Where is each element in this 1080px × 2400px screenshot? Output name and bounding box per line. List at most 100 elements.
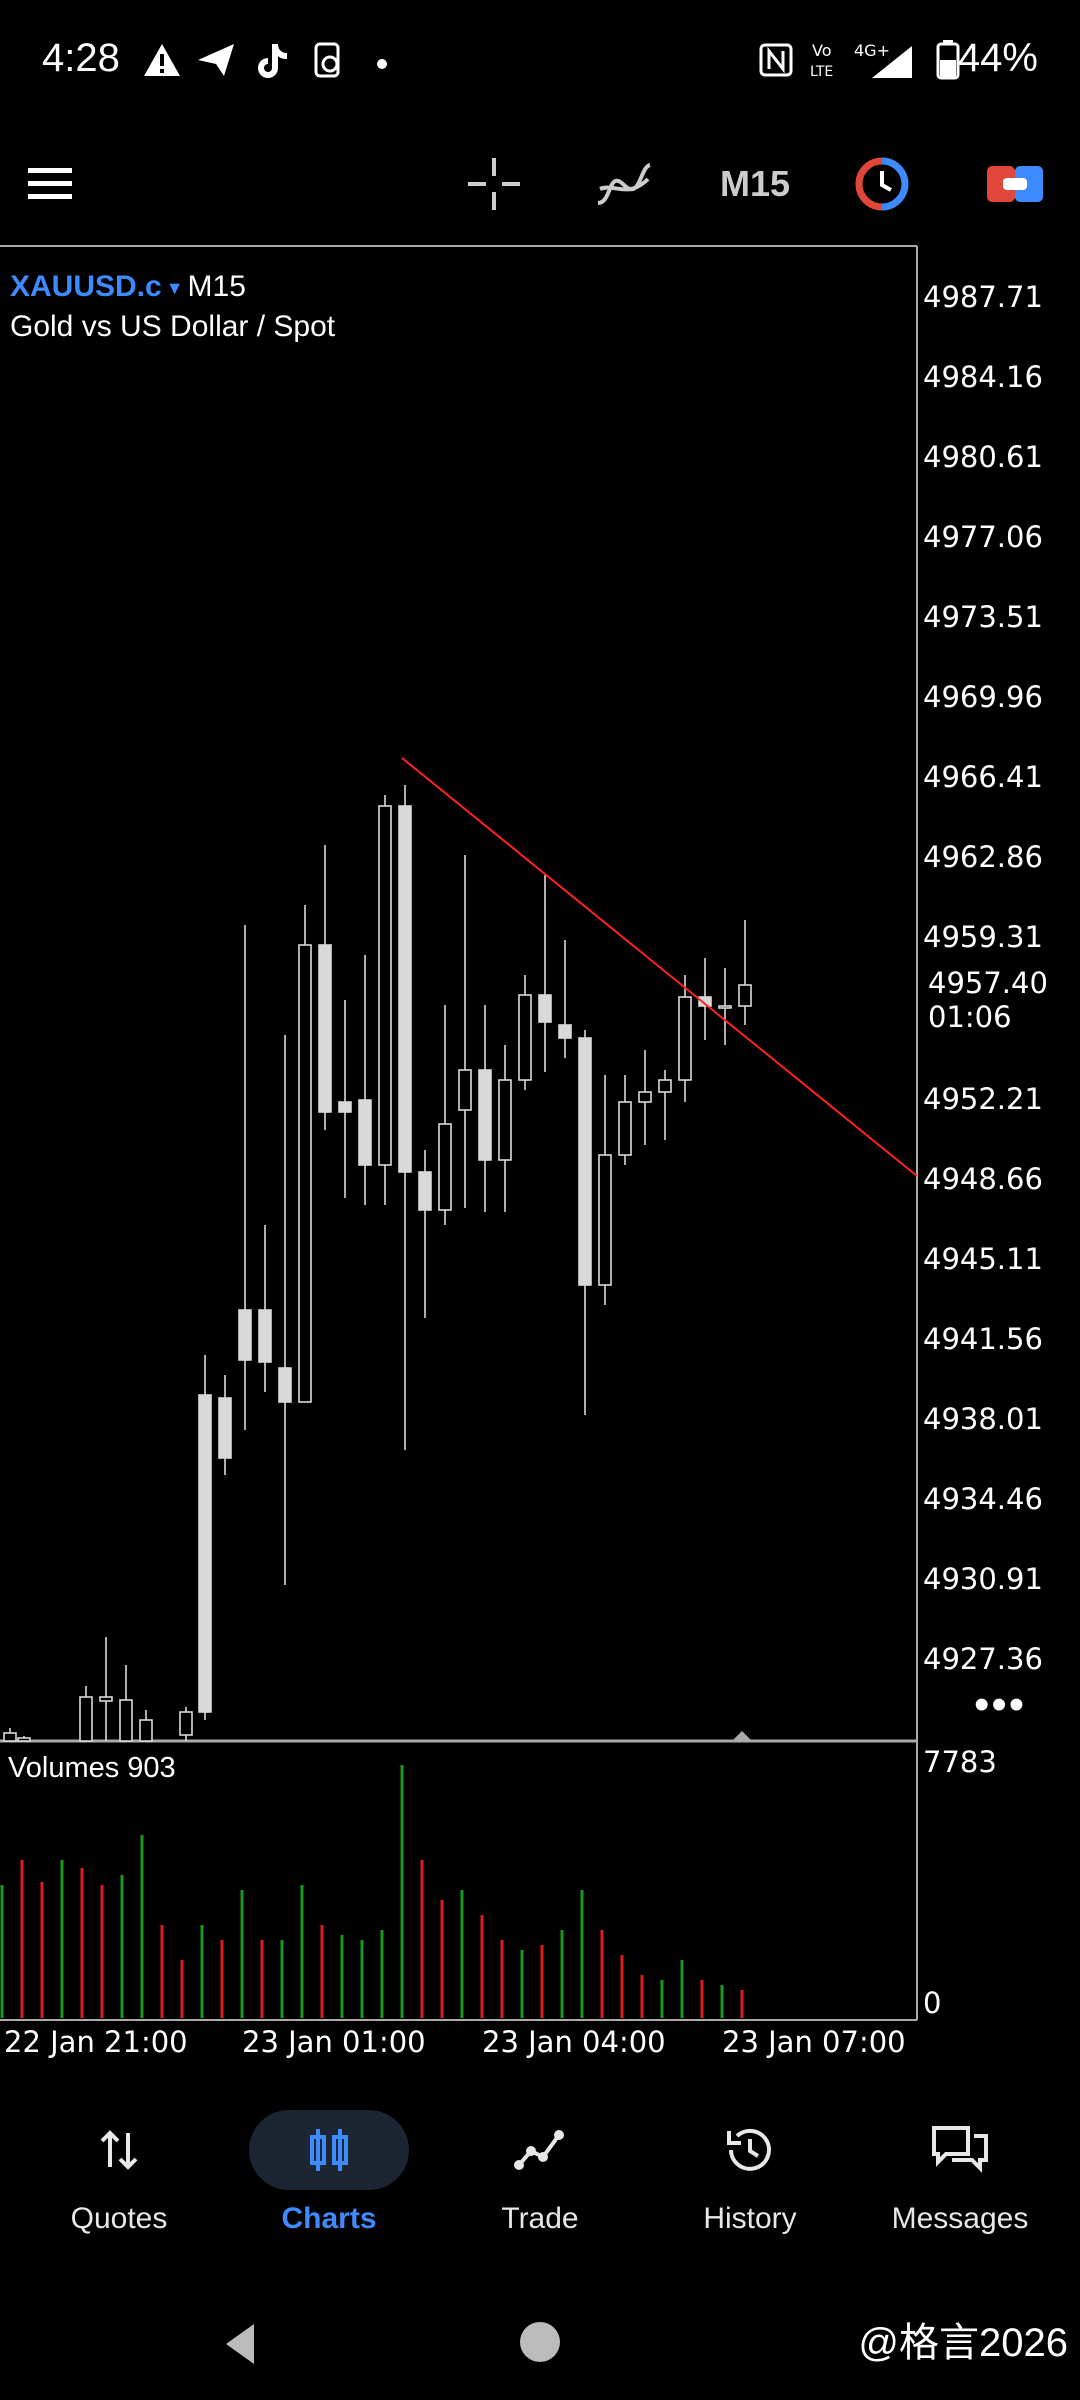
nav-label: Charts — [281, 2202, 377, 2235]
nav-history[interactable]: History — [650, 2090, 850, 2260]
current-time-marker — [732, 1731, 752, 1741]
phone-sync-icon — [314, 42, 340, 78]
messages-icon — [895, 2110, 1025, 2190]
nav-charts[interactable]: Charts — [229, 2090, 429, 2260]
signal-icon: 4G+ — [854, 41, 912, 78]
more-options-icon[interactable]: ••• — [974, 1680, 1027, 1729]
system-navigation-bar — [0, 2270, 1080, 2400]
bar-countdown: 01:06 — [928, 1000, 1012, 1034]
chart-toolbar: M15 — [0, 130, 1080, 240]
symbol-header[interactable]: XAUUSD.c ▼ M15 — [10, 270, 246, 304]
time-tick: 22 Jan 21:00 — [4, 2025, 188, 2059]
candle-body — [198, 1394, 212, 1713]
nav-label: Quotes — [70, 2202, 168, 2235]
candle-body — [17, 1737, 31, 1742]
nav-quotes[interactable]: Quotes — [19, 2090, 219, 2260]
candle-body — [179, 1711, 193, 1736]
candle-body — [738, 984, 752, 1007]
candle-body — [418, 1171, 432, 1211]
charts-icon — [249, 2110, 409, 2190]
candle-body — [598, 1154, 612, 1286]
battery-icon — [936, 40, 960, 80]
history-icon — [685, 2110, 815, 2190]
price-tick: 4984.16 — [923, 360, 1043, 394]
candle-body — [618, 1101, 632, 1156]
candle-body — [478, 1069, 492, 1161]
candle-body — [458, 1069, 472, 1111]
symbol-name[interactable]: XAUUSD.c — [10, 270, 162, 303]
crosshair-icon — [468, 158, 520, 210]
back-icon[interactable] — [222, 2322, 258, 2366]
candle-body — [658, 1079, 672, 1093]
current-price-label: 4957.40 — [928, 966, 1048, 1000]
menu-button[interactable] — [14, 142, 86, 226]
price-tick: 4930.91 — [923, 1562, 1043, 1596]
crosshair-button[interactable] — [454, 142, 534, 226]
candle-body — [278, 1367, 292, 1403]
status-time: 4:28 — [42, 36, 120, 80]
price-tick: 4987.71 — [923, 280, 1043, 314]
clock-button[interactable] — [842, 142, 922, 226]
candle-body — [338, 1101, 352, 1113]
candle-body — [358, 1099, 372, 1166]
price-tick: 4938.01 — [923, 1402, 1043, 1436]
warning-icon — [144, 44, 180, 76]
candle-body — [558, 1024, 572, 1039]
candle-body — [398, 805, 412, 1173]
nav-label: Messages — [891, 2202, 1029, 2235]
nav-trade[interactable]: Trade — [440, 2090, 640, 2260]
price-tick: 4959.31 — [923, 920, 1043, 954]
trend-line — [401, 757, 918, 1177]
one-click-trading-button[interactable] — [970, 142, 1060, 226]
quotes-icon — [54, 2110, 184, 2190]
symbol-dropdown-icon[interactable]: ▼ — [165, 277, 184, 298]
battery-percent: 44% — [957, 36, 1038, 80]
candle-body — [318, 944, 332, 1113]
price-tick: 4977.06 — [923, 520, 1043, 554]
volte-icon: Vo LTE — [810, 41, 833, 80]
candle-body — [258, 1309, 272, 1363]
indicators-icon — [597, 163, 651, 205]
candle-body — [99, 1696, 113, 1702]
time-tick: 23 Jan 07:00 — [722, 2025, 906, 2059]
svg-text:LTE: LTE — [810, 64, 833, 80]
volume-max-tick: 7783 — [923, 1745, 997, 1779]
candle-body — [298, 944, 312, 1403]
candle-body — [378, 805, 392, 1166]
candle-body — [79, 1696, 93, 1742]
price-chart[interactable] — [0, 240, 1080, 2070]
candles-group — [3, 785, 752, 1742]
status-bar: 4:28 Vo LTE 4G+ 44% — [0, 0, 1080, 130]
timeframe-button[interactable]: M15 — [710, 142, 800, 226]
indicators-button[interactable] — [584, 142, 664, 226]
volumes-group — [0, 1765, 744, 2018]
volume-min-tick: 0 — [923, 1986, 942, 2020]
candle-body — [218, 1397, 232, 1459]
nav-label: History — [703, 2202, 797, 2235]
symbol-timeframe: M15 — [187, 270, 246, 303]
watermark: @格言2026 — [858, 2321, 1068, 2365]
nfc-icon — [759, 43, 793, 77]
price-tick: 4962.86 — [923, 840, 1043, 874]
nav-messages[interactable]: Messages — [860, 2090, 1060, 2260]
candle-body — [638, 1091, 652, 1103]
home-icon[interactable] — [518, 2320, 562, 2364]
candle-body — [3, 1732, 17, 1742]
price-tick: 4952.21 — [923, 1082, 1043, 1116]
bottom-navigation: Quotes Charts Trade History Messages — [0, 2090, 1080, 2260]
price-tick: 4934.46 — [923, 1482, 1043, 1516]
candle-body — [119, 1699, 133, 1742]
svg-text:Vo: Vo — [812, 41, 832, 60]
time-tick: 23 Jan 01:00 — [242, 2025, 426, 2059]
volume-indicator-label: Volumes 903 — [8, 1752, 176, 1784]
candle-body — [518, 994, 532, 1081]
candle-body — [578, 1037, 592, 1286]
time-tick: 23 Jan 04:00 — [482, 2025, 666, 2059]
candle-body — [538, 994, 552, 1023]
price-tick: 4966.41 — [923, 760, 1043, 794]
candle-body — [718, 1005, 732, 1009]
dot-icon — [377, 59, 387, 69]
trade-toggle-icon — [987, 166, 1043, 202]
svg-text:4G+: 4G+ — [854, 41, 890, 60]
trade-icon — [475, 2110, 605, 2190]
